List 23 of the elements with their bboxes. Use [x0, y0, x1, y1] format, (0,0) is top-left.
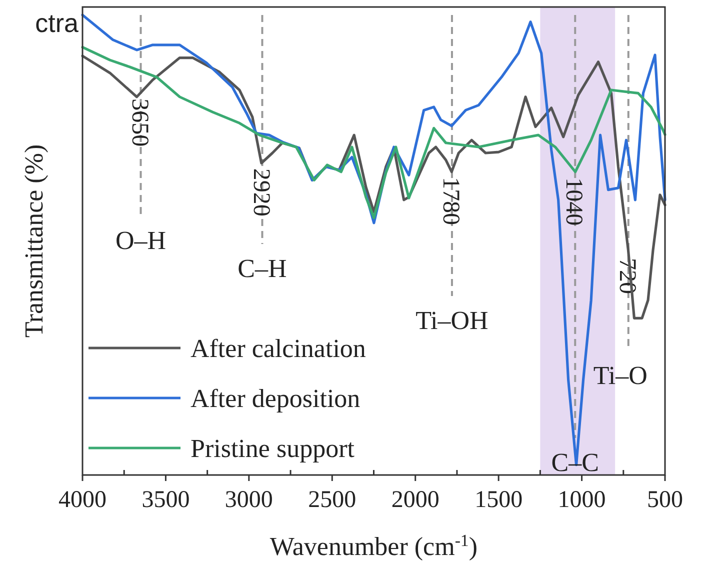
- annotation: C–C: [551, 448, 599, 478]
- x-tick-label: 1000: [558, 487, 606, 513]
- legend-label: Pristine support: [190, 434, 356, 464]
- x-tick-label: 2500: [308, 487, 356, 513]
- x-tick-label: 500: [647, 487, 683, 513]
- annotation: Ti–OH: [416, 306, 489, 336]
- annotation: C–H: [238, 254, 288, 284]
- x-tick-label: 4000: [58, 487, 106, 513]
- legend-label: After deposition: [190, 384, 360, 414]
- annotation: Ti–O: [593, 361, 648, 390]
- annotation: O–H: [115, 226, 166, 256]
- x-tick-label: 1500: [474, 487, 523, 513]
- x-axis-title: Wavenumber (cm$^{-1}$): [270, 530, 478, 561]
- ref-line-label: 2920: [248, 168, 274, 216]
- y-axis-title: Transmittance (%): [20, 144, 48, 338]
- x-tick-label: 2000: [391, 487, 440, 513]
- ref-line-label: 1040: [560, 178, 587, 226]
- legend-label: After calcination: [190, 334, 366, 364]
- chart-title: ctra: [35, 8, 80, 38]
- x-tick-label: 3000: [224, 487, 273, 513]
- x-tick-label: 3500: [142, 487, 190, 513]
- ref-line-label: 3650: [126, 98, 152, 147]
- ref-line-label: 1780: [438, 176, 464, 225]
